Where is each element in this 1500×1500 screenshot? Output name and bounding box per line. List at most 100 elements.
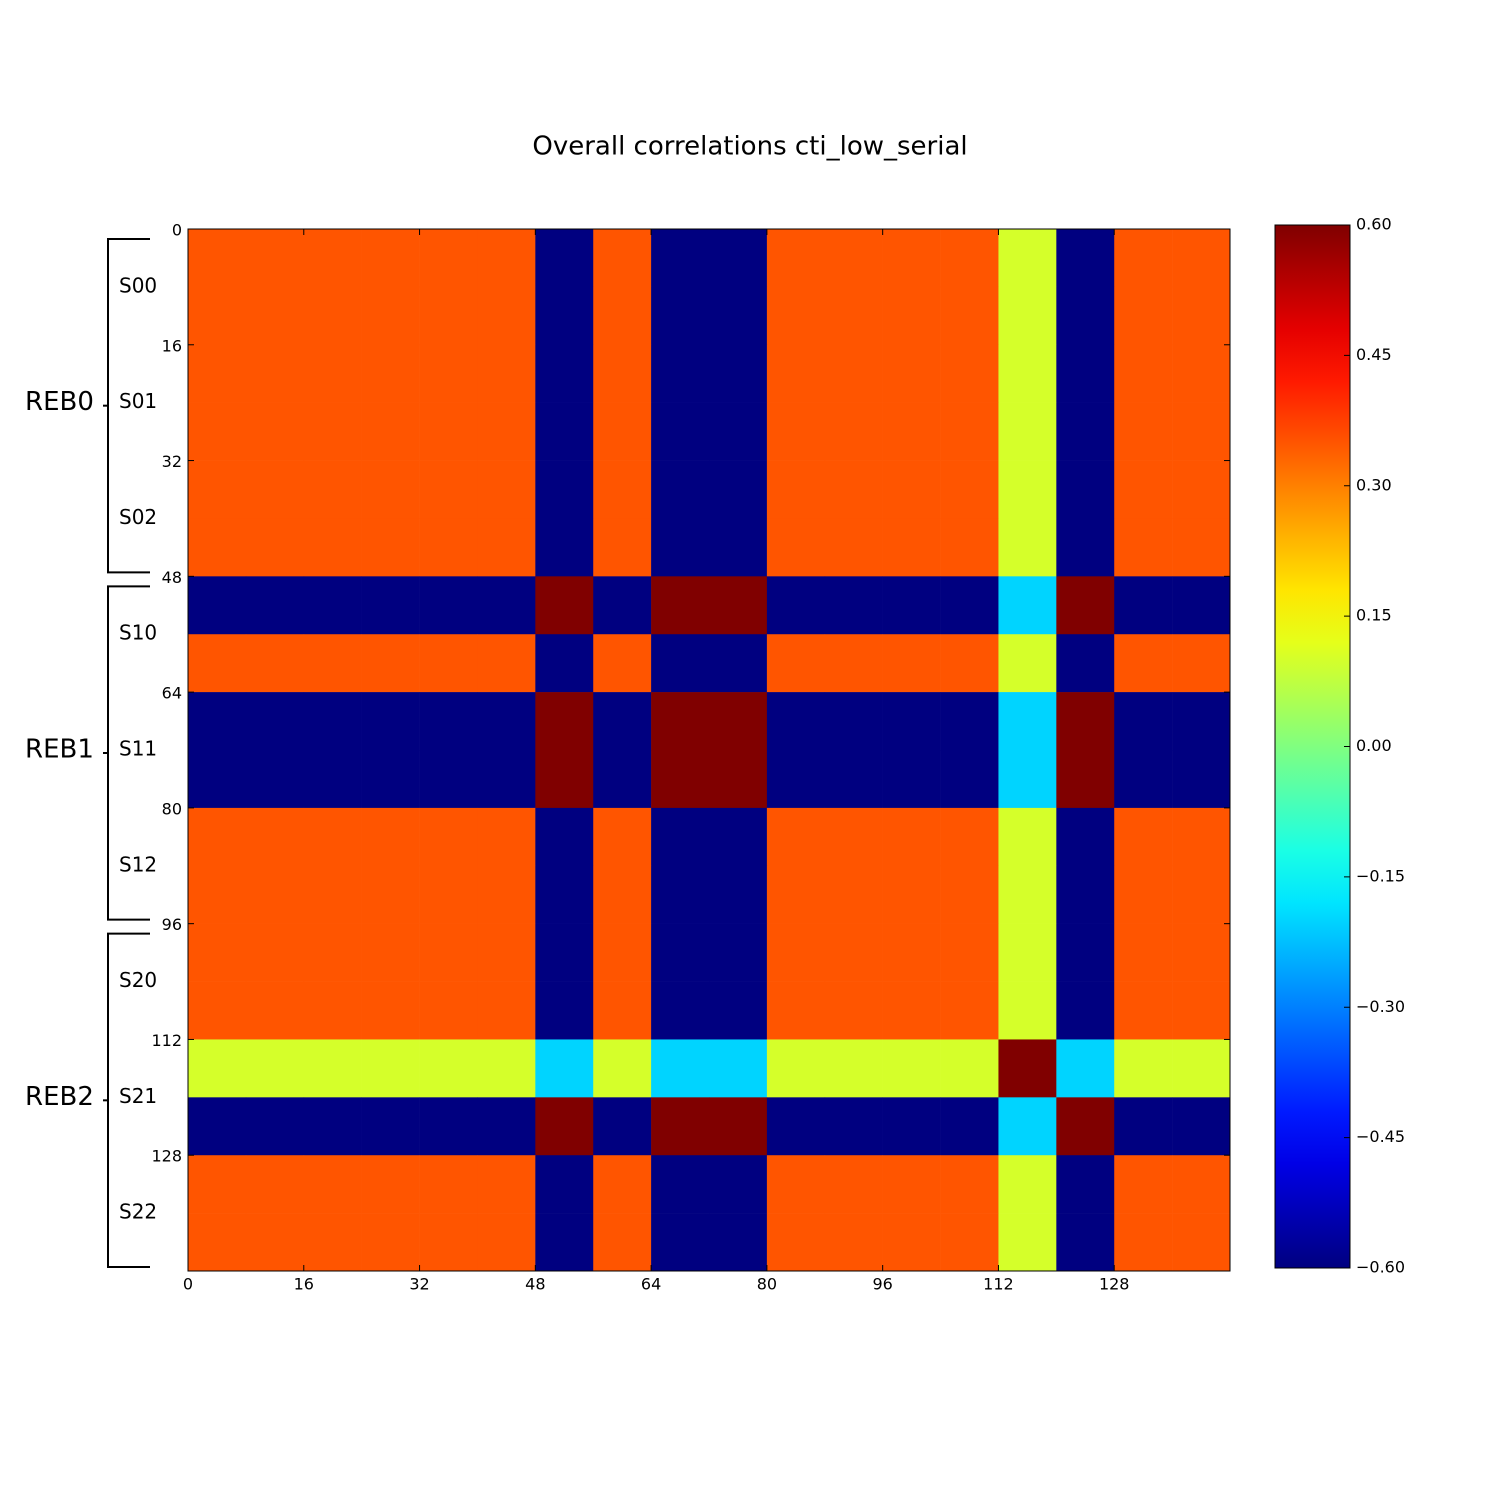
heatmap-cell <box>1114 402 1173 461</box>
heatmap-cell <box>1172 981 1231 1040</box>
heatmap-cell <box>1056 518 1115 577</box>
heatmap-cell <box>535 518 594 577</box>
heatmap-cell <box>998 981 1057 1040</box>
colorbar-tick-label: 0.30 <box>1356 475 1392 494</box>
heatmap-cell <box>882 286 941 346</box>
heatmap-cell <box>188 344 247 403</box>
heatmap-cell <box>361 518 420 577</box>
heatmap-cell <box>1114 750 1173 809</box>
colorbar-tick-label: 0.60 <box>1356 215 1392 234</box>
heatmap-cell <box>709 344 768 403</box>
subgroup-label: S20 <box>119 968 157 992</box>
heatmap-cell <box>188 1155 247 1214</box>
heatmap-cell <box>651 692 710 751</box>
heatmap-cell <box>1056 923 1115 982</box>
heatmap-cell <box>245 1155 305 1214</box>
heatmap-cell <box>361 1097 420 1156</box>
heatmap-cell <box>940 286 999 346</box>
heatmap-cell <box>766 923 826 982</box>
heatmap-cell <box>651 923 710 982</box>
heatmap-cell <box>477 286 536 346</box>
subgroup-label: S11 <box>119 737 157 761</box>
heatmap-cell <box>882 807 941 867</box>
heatmap-cell <box>419 229 478 288</box>
heatmap-cell <box>1114 692 1173 751</box>
heatmap-cell <box>593 981 652 1040</box>
heatmap-cell <box>940 634 999 693</box>
heatmap-cell <box>245 692 305 751</box>
heatmap-cell <box>361 229 420 288</box>
heatmap-cell <box>303 402 362 461</box>
heatmap-cell <box>303 1097 362 1156</box>
heatmap-cell <box>998 286 1057 346</box>
heatmap-cell <box>766 229 826 288</box>
heatmap-cell <box>593 634 652 693</box>
heatmap-cell <box>651 1039 710 1098</box>
heatmap-cell <box>766 865 826 924</box>
heatmap-cell <box>766 692 826 751</box>
heatmap-cell <box>940 807 999 867</box>
heatmap-cell <box>535 402 594 461</box>
heatmap-cell <box>1056 981 1115 1040</box>
heatmap-cell <box>651 634 710 693</box>
heatmap-cell <box>477 229 536 288</box>
heatmap-cell <box>940 344 999 403</box>
heatmap-cell <box>303 576 362 635</box>
colorbar-tick-label: −0.15 <box>1356 866 1405 885</box>
heatmap-cell <box>361 402 420 461</box>
heatmap-cell <box>535 1039 594 1098</box>
subgroup-label: S00 <box>119 273 157 297</box>
x-tick-label: 128 <box>1099 1275 1130 1294</box>
y-tick-label: 96 <box>162 915 182 934</box>
heatmap-cell <box>824 1155 883 1214</box>
y-tick-label: 32 <box>162 452 182 471</box>
heatmap-cell <box>477 865 536 924</box>
heatmap-cell <box>303 344 362 403</box>
heatmap-cell <box>245 460 305 519</box>
heatmap-cell <box>1172 518 1231 577</box>
heatmap-cell <box>535 634 594 693</box>
heatmap-cell <box>419 1097 478 1156</box>
heatmap-cell <box>882 1155 941 1214</box>
heatmap-cell <box>766 518 826 577</box>
heatmap-cell <box>651 286 710 346</box>
x-tick-label: 16 <box>294 1275 314 1294</box>
heatmap-cell <box>940 576 999 635</box>
heatmap-cell <box>593 576 652 635</box>
heatmap-cell <box>419 923 478 982</box>
plot-frame <box>187 228 1231 1272</box>
x-tick-label: 64 <box>641 1275 661 1294</box>
heatmap-cell <box>303 229 362 288</box>
heatmap-cell <box>303 518 362 577</box>
heatmap-cell <box>361 1039 420 1098</box>
heatmap-cell <box>709 692 768 751</box>
heatmap-cell <box>245 634 305 693</box>
heatmap-cell <box>1056 692 1115 751</box>
heatmap-cell <box>882 460 941 519</box>
heatmap-cell <box>940 1039 999 1098</box>
heatmap-cell <box>709 518 768 577</box>
heatmap-cell <box>188 1213 247 1272</box>
heatmap-cell <box>1056 750 1115 809</box>
subgroup-label: S10 <box>119 621 157 645</box>
heatmap-cell <box>824 865 883 924</box>
heatmap-cell <box>419 1039 478 1098</box>
heatmap-cell <box>651 807 710 867</box>
heatmap-cell <box>1172 692 1231 751</box>
heatmap-cell <box>940 460 999 519</box>
heatmap-cell <box>1114 286 1173 346</box>
heatmap-cell <box>651 1155 710 1214</box>
heatmap-cell <box>1056 1039 1115 1098</box>
heatmap-cell <box>709 1155 768 1214</box>
heatmap-cell <box>245 286 305 346</box>
heatmap-cell <box>940 229 999 288</box>
heatmap-cell <box>1114 1213 1173 1272</box>
heatmap-cell <box>593 865 652 924</box>
heatmap-cell <box>766 1155 826 1214</box>
heatmap-cell <box>361 981 420 1040</box>
heatmap-cell <box>882 518 941 577</box>
heatmap-cell <box>419 750 478 809</box>
heatmap-cell <box>940 402 999 461</box>
y-tick-label: 48 <box>162 568 182 587</box>
